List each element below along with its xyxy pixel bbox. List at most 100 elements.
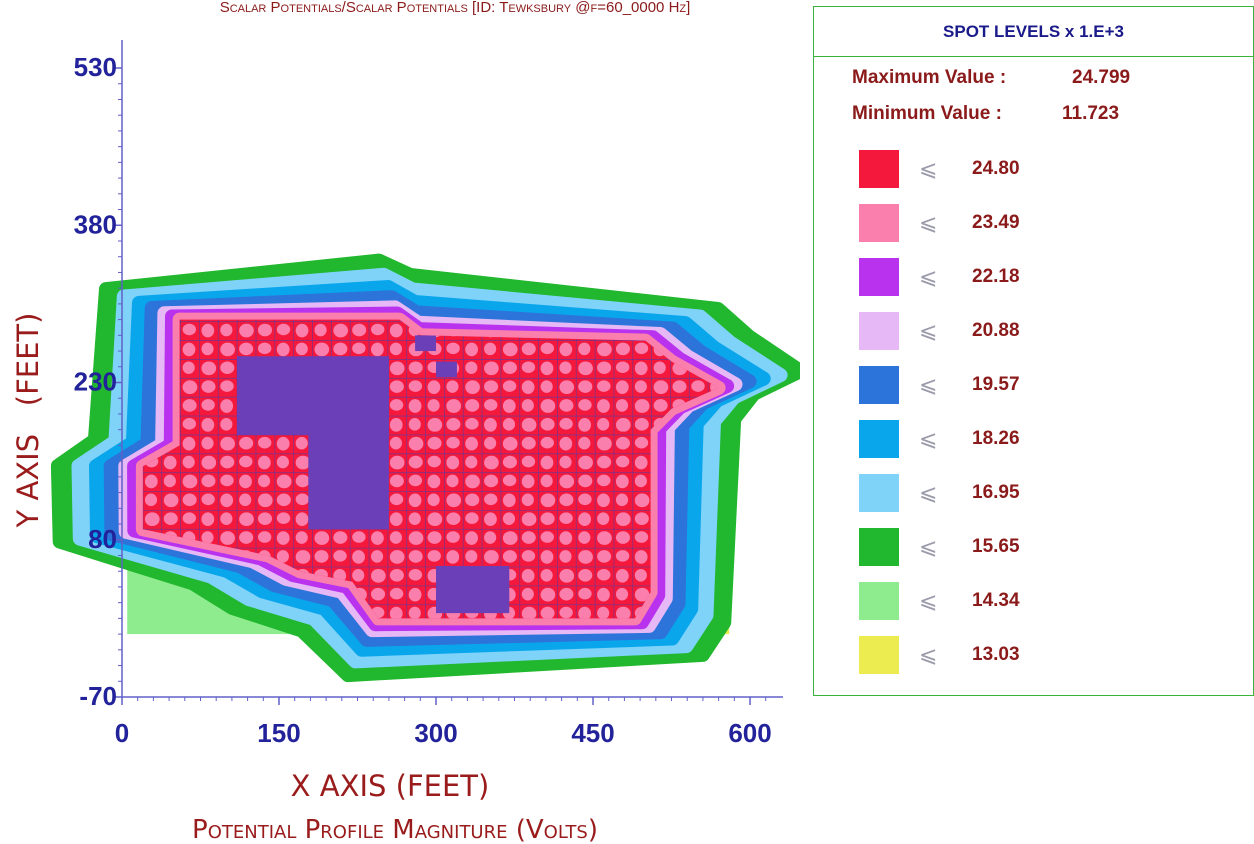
mesh-cell (257, 474, 271, 488)
mesh-cell (597, 436, 612, 451)
legend-level-value: 15.65 (972, 536, 1020, 557)
mesh-cell (465, 380, 480, 394)
mesh-cell (352, 342, 366, 355)
mesh-cell (276, 512, 291, 524)
mesh-cell (220, 323, 233, 337)
mesh-cell (502, 493, 516, 508)
mesh-cell (578, 342, 591, 356)
mesh-cell (559, 474, 575, 489)
mesh-cell (295, 436, 308, 450)
mesh-cell (201, 342, 214, 356)
mesh-cell (597, 418, 610, 431)
legend-level-value: 13.03 (972, 644, 1020, 665)
mesh-cell (540, 512, 555, 525)
mesh-cell (239, 342, 254, 356)
mesh-cell (408, 512, 421, 525)
legend-level-value: 19.57 (972, 374, 1020, 395)
mesh-cell (540, 587, 556, 602)
mesh-cell (239, 512, 254, 527)
mesh-cell (578, 399, 592, 411)
mesh-cell (559, 342, 573, 357)
mesh-cell (578, 493, 592, 506)
legend-swatch (859, 528, 899, 566)
mesh-cell (276, 455, 289, 469)
mesh-cell (182, 436, 196, 451)
mesh-cell (578, 587, 592, 600)
dense-mesh-block (436, 565, 510, 614)
mesh-cell (371, 342, 384, 357)
mesh-cell (615, 550, 630, 562)
mesh-cell (502, 455, 517, 469)
mesh-cell (597, 606, 610, 619)
legend-level-row: ⩽ 23.49 (859, 204, 1159, 244)
mesh-cell (257, 342, 272, 355)
mesh-cell (276, 531, 290, 545)
mesh-cell (333, 550, 347, 562)
mesh-cell (144, 493, 158, 507)
mesh-cell (427, 436, 442, 450)
mesh-cell (239, 455, 253, 468)
mesh-cell (257, 531, 272, 543)
mesh-cell (484, 474, 499, 488)
mesh-cell (295, 455, 311, 470)
legend-swatch (859, 204, 899, 242)
mesh-cell (597, 569, 611, 581)
mesh-cell (163, 455, 177, 470)
mesh-cell (465, 455, 478, 469)
mesh-cell (201, 380, 216, 393)
mesh-cell (502, 531, 518, 545)
mesh-cell (314, 323, 327, 337)
mesh-cell (182, 380, 198, 394)
mesh-cell (540, 455, 554, 470)
mesh-cell (352, 550, 365, 564)
tick-labels: 0 150 300 450 600 530 380 230 80 -70 (74, 52, 772, 748)
less-equal-icon: ⩽ (919, 534, 938, 559)
mesh-cell (408, 380, 423, 392)
y-tick-label: 530 (74, 52, 117, 82)
less-equal-icon: ⩽ (919, 318, 938, 343)
mesh-cell (352, 323, 367, 337)
legend-swatch (859, 474, 899, 512)
legend-level-value: 14.34 (972, 590, 1020, 611)
legend-level-row: ⩽ 16.95 (859, 474, 1159, 514)
mesh-cell (389, 342, 403, 356)
mesh-cell (615, 342, 630, 356)
mesh-cell (220, 436, 235, 451)
mesh-cell (559, 531, 573, 545)
mesh-cell (182, 418, 197, 430)
mesh-cell (484, 550, 499, 564)
mesh-cell (597, 380, 611, 392)
y-tick-label: -70 (79, 681, 117, 711)
mesh-cell (389, 493, 404, 506)
mesh-cell (220, 512, 233, 525)
mesh-cell (257, 436, 272, 449)
less-equal-icon: ⩽ (919, 426, 938, 451)
mesh-cell (634, 342, 649, 355)
mesh-cell (220, 418, 233, 431)
mesh-cell (597, 474, 611, 487)
mesh-cell (484, 342, 497, 356)
mesh-cell (257, 512, 273, 525)
y-tick-label: 230 (74, 367, 117, 397)
tick-marks (114, 67, 767, 705)
mesh-cell (540, 493, 556, 508)
mesh-cell (559, 493, 574, 507)
mesh-cell (314, 342, 330, 357)
legend-swatch (859, 150, 899, 188)
mesh-cell (484, 512, 497, 527)
y-axis-label: Y AXIS (FEET) (11, 313, 45, 529)
mesh-cell (597, 342, 612, 357)
mesh-cell (295, 323, 309, 338)
legend-swatch (859, 258, 899, 296)
mesh-cell (465, 342, 478, 357)
mesh-cell (352, 569, 365, 582)
mesh-cell (634, 569, 647, 582)
legend-level-value: 22.18 (972, 266, 1020, 287)
mesh-cell (615, 380, 629, 394)
mesh-cell (653, 361, 666, 375)
mesh-cell (521, 550, 536, 562)
legend-level-row: ⩽ 18.26 (859, 420, 1159, 460)
mesh-cell (465, 399, 480, 412)
mesh-cell (220, 361, 235, 375)
mesh-cell (182, 455, 195, 469)
